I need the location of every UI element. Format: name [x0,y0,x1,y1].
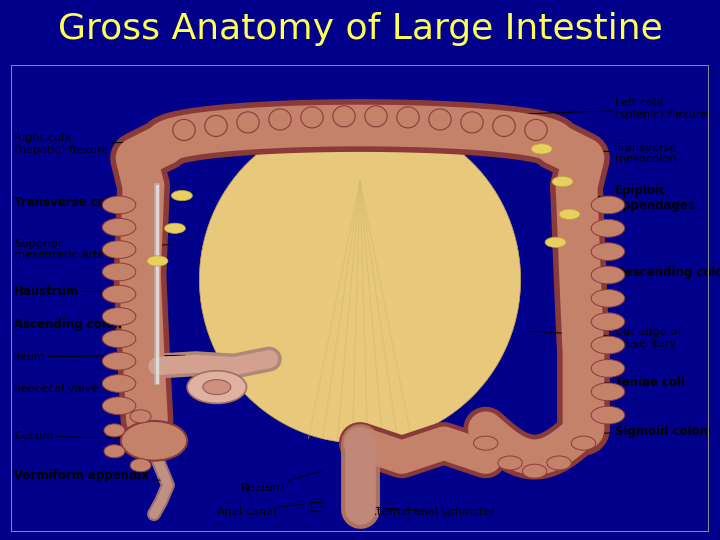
Ellipse shape [102,352,136,370]
Text: Ileum: Ileum [14,352,186,362]
Text: Ileocecal valve: Ileocecal valve [14,384,164,394]
Ellipse shape [102,263,136,281]
Ellipse shape [591,360,625,377]
Ellipse shape [461,112,483,133]
Ellipse shape [552,177,573,187]
Text: Superior
mesenteric artery: Superior mesenteric artery [14,239,171,260]
Ellipse shape [591,383,625,401]
Ellipse shape [102,330,136,348]
Text: Vermiform appendix: Vermiform appendix [14,469,168,482]
Ellipse shape [429,109,451,130]
Ellipse shape [591,313,625,330]
Ellipse shape [546,456,571,470]
Ellipse shape [102,308,136,326]
Text: Epiploic
appendages: Epiploic appendages [562,184,696,212]
Text: Transverse colon: Transverse colon [14,195,147,209]
Ellipse shape [187,371,246,403]
Ellipse shape [365,106,387,127]
Ellipse shape [102,196,136,214]
Ellipse shape [571,436,595,450]
Text: Haustrum: Haustrum [14,285,147,298]
Ellipse shape [333,106,355,127]
Text: Ascending colon: Ascending colon [14,318,147,330]
Ellipse shape [147,256,168,266]
Ellipse shape [102,218,136,236]
Ellipse shape [591,196,625,214]
Ellipse shape [199,116,521,443]
Ellipse shape [474,436,498,450]
Text: Cut edge of
mesentery: Cut edge of mesentery [528,327,681,349]
Ellipse shape [104,445,125,458]
Ellipse shape [130,410,151,423]
Ellipse shape [301,107,323,128]
Ellipse shape [591,243,625,260]
Ellipse shape [203,380,231,395]
Ellipse shape [237,112,259,133]
Ellipse shape [397,107,419,128]
Ellipse shape [130,458,151,472]
Ellipse shape [591,266,625,284]
Ellipse shape [204,116,228,137]
Ellipse shape [523,464,546,478]
Ellipse shape [164,223,186,233]
Text: Descending colon: Descending colon [598,266,720,279]
Ellipse shape [102,241,136,259]
Text: Transverse
mesocolon: Transverse mesocolon [562,143,677,164]
Ellipse shape [591,336,625,354]
Text: Sigmoid colon: Sigmoid colon [583,425,708,438]
Ellipse shape [173,119,195,140]
Ellipse shape [121,421,187,461]
Ellipse shape [492,116,516,137]
Ellipse shape [102,375,136,393]
Ellipse shape [102,397,136,415]
Ellipse shape [531,144,552,154]
Ellipse shape [525,119,547,140]
Text: Teniae coli: Teniae coli [598,376,685,389]
Text: Left colic
(splenic) flexure: Left colic (splenic) flexure [524,98,707,120]
Text: Anal canal: Anal canal [217,504,304,517]
Ellipse shape [591,406,625,424]
Ellipse shape [559,209,580,219]
Text: Cecum: Cecum [14,431,140,441]
Text: Gross Anatomy of Large Intestine: Gross Anatomy of Large Intestine [58,12,662,46]
Ellipse shape [171,191,192,201]
Text: Rectum: Rectum [241,471,322,492]
Ellipse shape [498,456,523,470]
Text: External anal sphincter: External anal sphincter [364,506,495,517]
Ellipse shape [591,219,625,237]
Ellipse shape [102,285,136,303]
Ellipse shape [545,237,566,247]
Text: Right colic
(hepatic) flexure: Right colic (hepatic) flexure [14,133,143,155]
Ellipse shape [591,289,625,307]
Ellipse shape [104,424,125,437]
Ellipse shape [269,109,291,130]
